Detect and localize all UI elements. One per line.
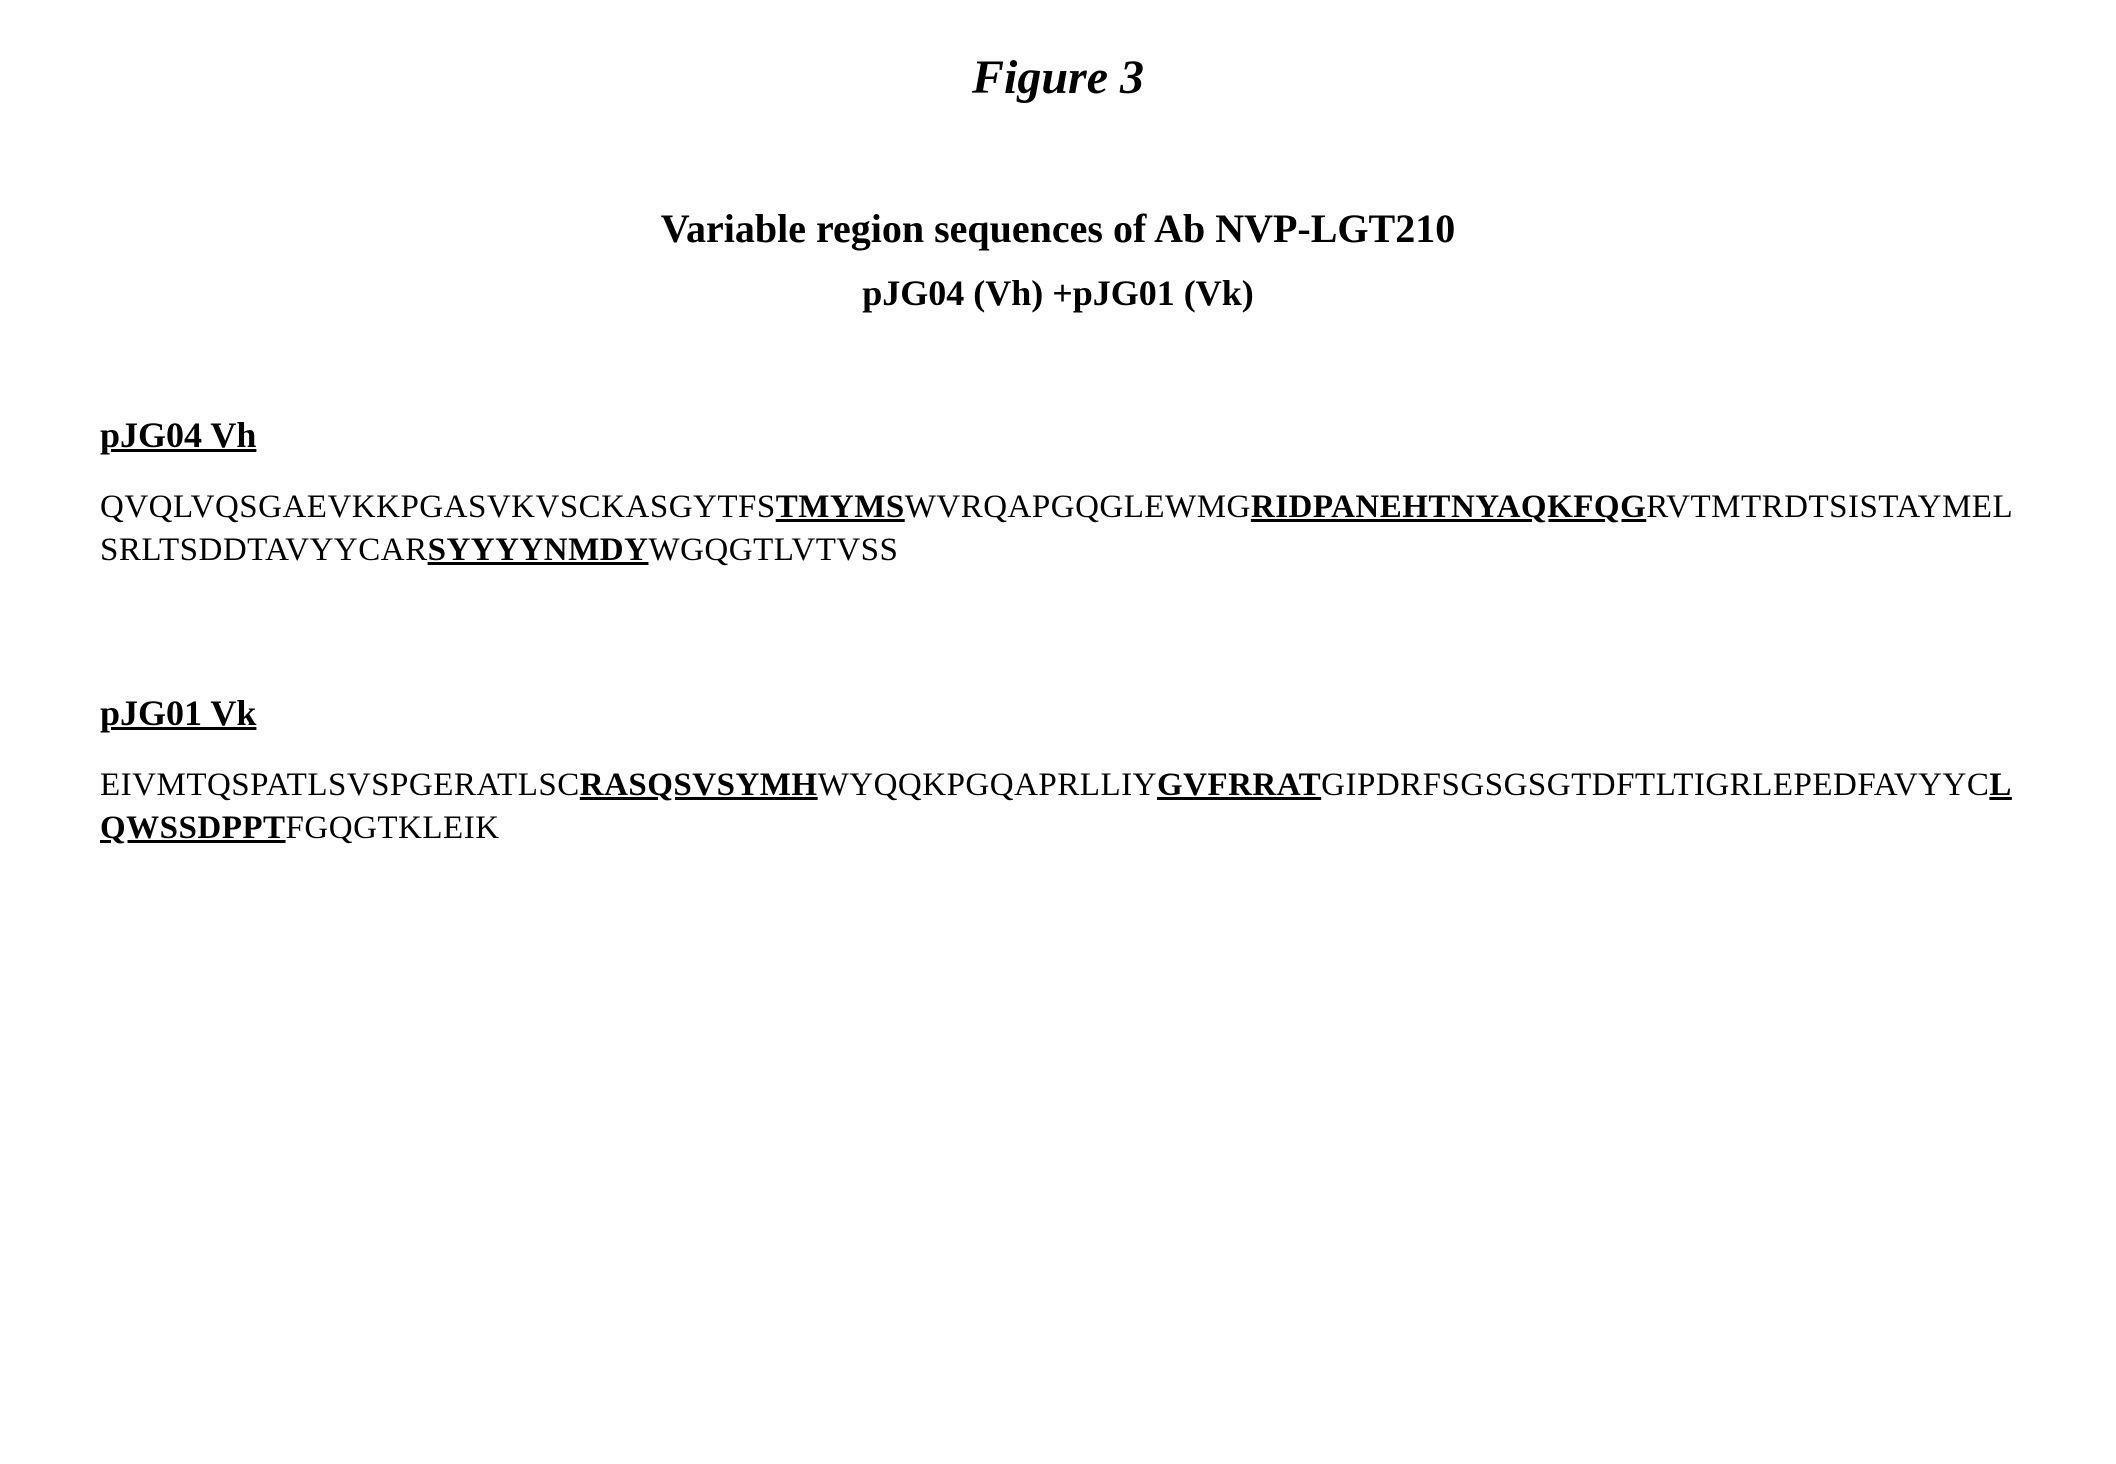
plasmid-line: pJG04 (Vh) +pJG01 (Vk) <box>100 272 2016 314</box>
vk-fr1: EIVMTQSPATLSVSPGERATLSC <box>100 767 580 803</box>
vh-cdr1: TMYMS <box>776 489 905 525</box>
vh-section: pJG04 Vh QVQLVQSGAEVKKPGASVKVSCKASGYTFST… <box>100 414 2016 572</box>
vk-sequence: EIVMTQSPATLSVSPGERATLSCRASQSVSYMHWYQQKPG… <box>100 764 2016 850</box>
vh-cdr2: RIDPANEHTNYAQKFQG <box>1251 489 1646 525</box>
vk-fr2: WYQQKPGQAPRLLIY <box>818 767 1157 803</box>
vh-fr1: QVQLVQSGAEVKKPGASVKVSCKASGYTFS <box>100 489 776 525</box>
subtitle: Variable region sequences of Ab NVP-LGT2… <box>100 205 2016 252</box>
figure-title: Figure 3 <box>100 50 2016 105</box>
vh-fr4: WGQGTLVTVSS <box>648 532 898 568</box>
vk-cdr1: RASQSVSYMH <box>580 767 818 803</box>
vk-heading: pJG01 Vk <box>100 692 2016 734</box>
vh-sequence: QVQLVQSGAEVKKPGASVKVSCKASGYTFSTMYMSWVRQA… <box>100 486 2016 572</box>
vk-cdr2: GVFRRAT <box>1157 767 1321 803</box>
vh-cdr3: SYYYYNMDY <box>428 532 649 568</box>
vh-heading: pJG04 Vh <box>100 414 2016 456</box>
vk-section: pJG01 Vk EIVMTQSPATLSVSPGERATLSCRASQSVSY… <box>100 692 2016 850</box>
vk-fr4: FGQGTKLEIK <box>286 810 500 846</box>
vk-fr3: GIPDRFSGSGSGTDFTLTIGRLEPEDFAVYYC <box>1321 767 1989 803</box>
vh-fr2: WVRQAPGQGLEWMG <box>905 489 1251 525</box>
